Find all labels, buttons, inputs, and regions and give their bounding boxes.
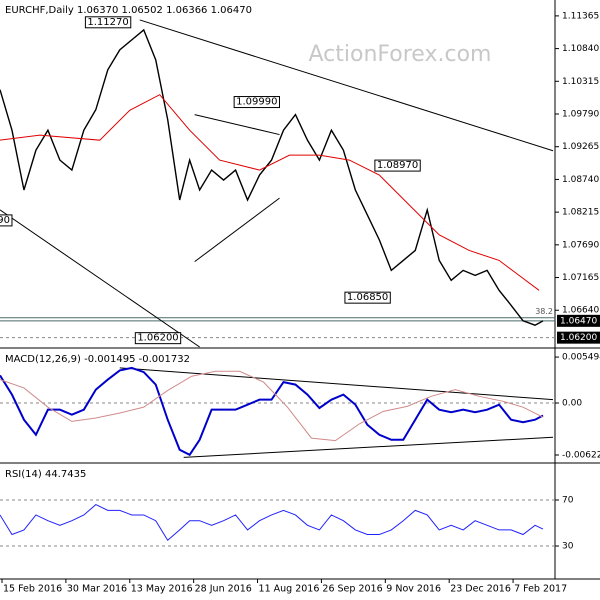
y-tick-label: 1.10315 — [562, 77, 599, 87]
y-tick-label: 1.07690 — [562, 240, 599, 250]
annotation-box — [233, 96, 280, 109]
y-tick-label: 70 — [562, 496, 574, 506]
panel-title-bg — [4, 5, 253, 16]
y-tick-label: 1.08215 — [562, 208, 599, 218]
panel-title-bg — [4, 469, 88, 480]
panel-title: RSI(14) 44.7435 — [5, 469, 86, 480]
x-tick-label: 7 Feb 2017 — [514, 584, 567, 595]
x-tick-label: 23 Dec 2016 — [450, 584, 511, 595]
y-tick-label: -0.006221 — [562, 450, 600, 460]
price-marker-label: 1.06200 — [560, 333, 597, 343]
y-tick-label: 1.09790 — [562, 110, 599, 120]
annotation-box — [344, 291, 391, 304]
trendline — [0, 209, 200, 348]
trendline — [183, 436, 554, 458]
trendline — [139, 19, 554, 152]
panel-title: MACD(12,26,9) -0.001495 -0.001732 — [5, 354, 190, 365]
y-tick-label: 30 — [562, 542, 574, 552]
series-line — [0, 370, 544, 442]
level-label: 38.2 — [535, 307, 553, 316]
annotation-box — [0, 214, 13, 227]
series-line — [0, 504, 544, 542]
annotation: 1.08970 — [377, 160, 418, 171]
annotation: 1.09990 — [236, 97, 277, 108]
y-tick-label: 1.08740 — [562, 175, 599, 185]
y-tick-label: 1.07165 — [562, 273, 599, 283]
annotation-box — [374, 159, 421, 172]
annotation-box — [134, 332, 182, 345]
watermark: ActionForex.com — [309, 42, 492, 67]
x-tick-label: 30 Mar 2016 — [67, 584, 127, 595]
series-line — [0, 94, 540, 291]
trendline — [194, 197, 280, 263]
x-tick-label: 15 Feb 2016 — [3, 584, 62, 595]
series-line — [0, 366, 544, 457]
trendline — [119, 367, 554, 401]
x-tick-label: 9 Nov 2016 — [386, 584, 441, 595]
y-tick-label: 0.00 — [562, 398, 582, 408]
x-tick-label: 13 May 2016 — [131, 584, 193, 595]
x-tick-label: 11 Aug 2016 — [259, 584, 320, 595]
trendline — [194, 114, 280, 136]
y-tick-label: 1.06640 — [562, 306, 599, 316]
y-tick-label: 0.005494 — [562, 353, 600, 363]
annotation: 90 — [0, 215, 10, 226]
y-tick-label: 1.10840 — [562, 44, 599, 54]
x-tick-label: 26 Sep 2016 — [322, 584, 382, 595]
x-tick-label: 28 Jun 2016 — [195, 584, 252, 595]
price-marker-box — [557, 331, 600, 344]
price-marker-box — [557, 314, 600, 327]
annotation: 1.06850 — [347, 292, 388, 303]
annotation: 1.06200 — [137, 333, 178, 344]
y-tick-label: 1.09265 — [562, 142, 599, 152]
y-tick-label: 1.11365 — [562, 11, 599, 21]
panel-title: EURCHF,Daily 1.06370 1.06502 1.06366 1.0… — [5, 5, 252, 16]
price-marker-label: 1.06470 — [560, 316, 597, 326]
series-line — [0, 28, 544, 326]
annotation-box — [84, 16, 132, 29]
annotation: 1.11270 — [87, 17, 128, 28]
panel-title-bg — [4, 354, 191, 365]
